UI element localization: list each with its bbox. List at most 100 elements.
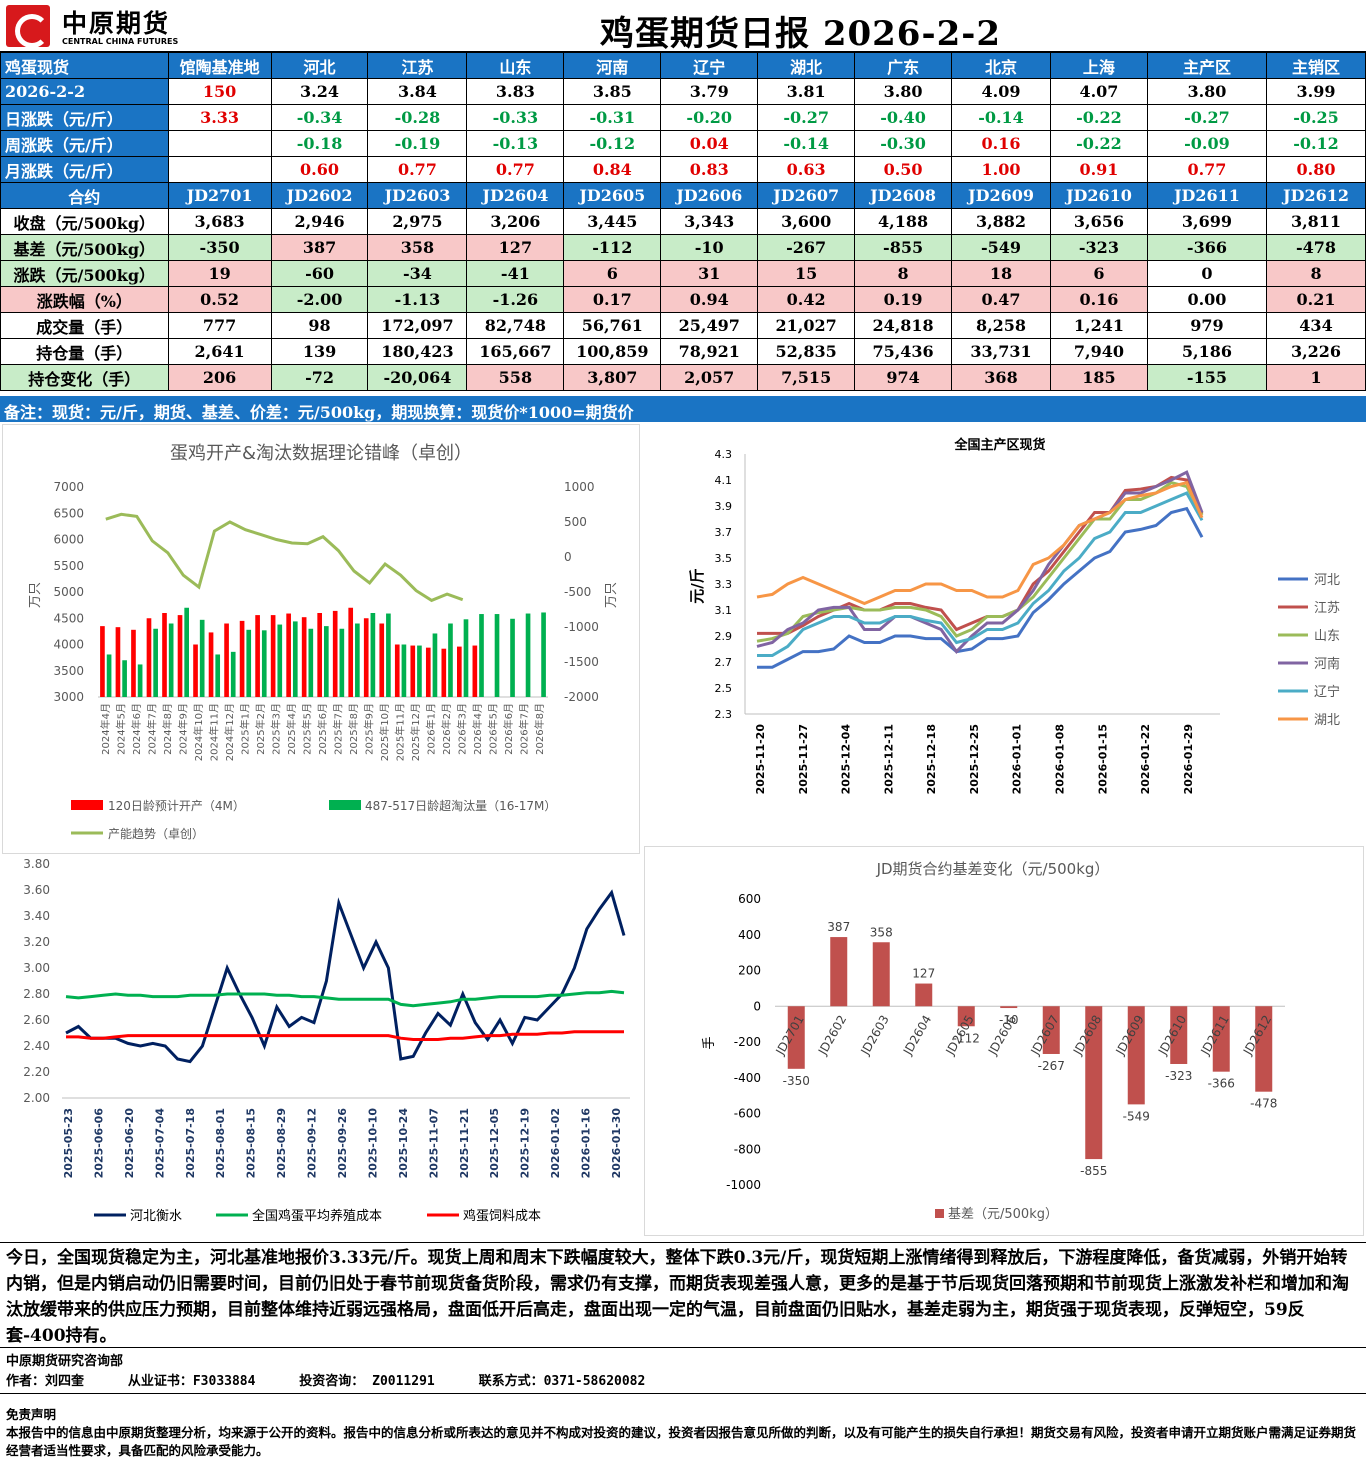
oi-cell: 180,423 [367, 338, 468, 365]
disclaimer-title: 免责声明 [6, 1407, 57, 1422]
change-cell: 8 [1266, 260, 1366, 287]
series-line-0 [757, 506, 1204, 669]
pct-cell: 0.21 [1266, 286, 1366, 313]
x-tick-label: 2025-09-26 [336, 1108, 349, 1179]
x-tick-label: 2025-11-07 [427, 1108, 440, 1178]
y2-tick-label: -2000 [564, 690, 599, 704]
bar-opening [115, 627, 121, 697]
x-tick-label: 2025-06-06 [92, 1108, 105, 1179]
basis-bar [1212, 1006, 1230, 1072]
y-tick-label: -1000 [726, 1178, 761, 1192]
basis-cell: -549 [951, 234, 1051, 261]
contract-cell: JD2612 [1266, 182, 1366, 209]
change-cell: 19 [167, 260, 272, 287]
y2-tick-label: -500 [564, 585, 591, 599]
date-cell: 2026-2-2 [0, 78, 169, 105]
bar-opening [193, 644, 198, 697]
row-label: 周涨跌（元/斤） [0, 130, 169, 157]
y-tick-label: 2.20 [23, 1065, 50, 1079]
change-cell: 8 [854, 260, 953, 287]
data-label: -478 [1250, 1097, 1277, 1111]
x-tick-label: 2025-08-15 [245, 1108, 258, 1178]
y2-tick-label: -1000 [564, 620, 599, 634]
row-label: 涨跌幅（%） [0, 286, 169, 313]
y-tick-label: 200 [738, 964, 761, 978]
y-tick-label: 3000 [53, 690, 84, 704]
y-axis-label: 万只 [28, 582, 43, 608]
x-tick-label: 2025-11-27 [797, 724, 810, 794]
legend-label: 120日龄预计开产（4M） [108, 799, 245, 813]
bar-opening [100, 626, 105, 697]
change-cell: -0.18 [270, 130, 369, 157]
x-tick-label: JD2604 [900, 1013, 934, 1058]
x-tick-label: JD2603 [858, 1013, 892, 1058]
price-cell: 3.24 [270, 78, 369, 105]
empty-cell [167, 156, 272, 183]
oi-change-cell: 368 [951, 364, 1051, 391]
legend-label: 江苏 [1314, 600, 1340, 616]
close-cell: 3,699 [1146, 208, 1268, 235]
bar-culling [324, 626, 329, 697]
legend-label: 山东 [1314, 629, 1340, 644]
bar-culling [122, 660, 127, 697]
x-tick-label: 2026年4月 [471, 703, 484, 755]
row-label: 涨跌（元/500kg） [0, 260, 169, 287]
legend-swatch [935, 1209, 944, 1218]
capacity-chart: 蛋鸡开产&淘汰数据理论错峰（卓创）30003500400045005000550… [28, 443, 619, 841]
change-cell: -0.22 [1049, 104, 1148, 131]
y-tick-label: 2.3 [715, 708, 733, 721]
oi-change-cell: 1 [1266, 364, 1366, 391]
bar-opening [472, 645, 478, 697]
oi-change-cell: 7,515 [757, 364, 856, 391]
change-cell: 0.63 [757, 156, 856, 183]
x-tick-label: 2025年7月 [332, 703, 345, 755]
hebei-cost-chart: 2.00 2.20 2.40 2.60 2.80 3.00 3.20 3.40 3.60 3.80… [23, 857, 630, 1224]
bar-culling [541, 612, 546, 697]
row-label: 持仓量（手） [0, 338, 169, 365]
contract-cell: JD2605 [563, 182, 662, 209]
pct-cell: 0.42 [757, 286, 856, 313]
oi-cell: 3,226 [1266, 338, 1366, 365]
bar-opening [224, 623, 229, 697]
y-tick-label: 3.60 [23, 883, 50, 897]
basis-cell: 127 [466, 234, 565, 261]
close-cell: 3,600 [757, 208, 856, 235]
y-axis-label: 手 [702, 1036, 717, 1049]
price-cell: 3.81 [757, 78, 856, 105]
y-tick-label: 0 [753, 999, 761, 1013]
basis-bar [1255, 1006, 1273, 1092]
x-tick-label: 2026-01-16 [580, 1108, 593, 1179]
bar-culling [261, 630, 267, 697]
logo-en-text: CENTRAL CHINA FUTURES [62, 37, 179, 46]
price-cell: 3.84 [367, 78, 468, 105]
data-label: -267 [1038, 1059, 1065, 1073]
chart-layer-capacity: 蛋鸡开产&淘汰数据理论错峰（卓创） 3000 3500 4000 4500 5000 550… [2, 424, 640, 854]
change-cell: -0.25 [1266, 104, 1366, 131]
report-header: 中原期货 CENTRAL CHINA FUTURES 鸡蛋期货日报 2026-2… [0, 0, 1366, 54]
data-label: -366 [1208, 1077, 1235, 1091]
table-row: 基差（元/500kg） -350 387 358 127 -112 -10 -267 -855-… [0, 234, 1366, 261]
oi-cell: 100,859 [563, 338, 662, 365]
header-cell: 鸡蛋现货 [0, 52, 169, 79]
data-label: 127 [912, 967, 935, 981]
pct-cell: -1.13 [367, 286, 468, 313]
close-cell: 3,656 [1049, 208, 1148, 235]
bar-opening [317, 613, 322, 697]
contact-label: 联系方式：0371-58620082 [478, 1374, 646, 1389]
x-tick-label: 2025年8月 [347, 703, 360, 755]
x-tick-label: 2024年7月 [145, 703, 158, 755]
y-tick-label: 3.7 [715, 526, 733, 539]
x-tick-label: 2025年6月 [316, 703, 329, 755]
legend-label: 基差（元/500kg） [948, 1207, 1058, 1222]
price-cell: 3.80 [854, 78, 953, 105]
change-cell: 1.00 [951, 156, 1051, 183]
basis-cell: 387 [270, 234, 369, 261]
change-cell: 15 [757, 260, 856, 287]
legend-swatch-opening [71, 800, 103, 810]
x-tick-label: 2026-01-22 [1139, 724, 1152, 794]
y-tick-label: 2.5 [715, 682, 733, 695]
contract-cell: JD2611 [1146, 182, 1268, 209]
basis-bar [787, 1006, 805, 1069]
table-row: 月涨跌（元/斤） 0.60 0.77 0.77 0.84 0.83 0.63 0.50 1.00… [0, 156, 1366, 183]
legend-label: 河南 [1314, 656, 1340, 672]
